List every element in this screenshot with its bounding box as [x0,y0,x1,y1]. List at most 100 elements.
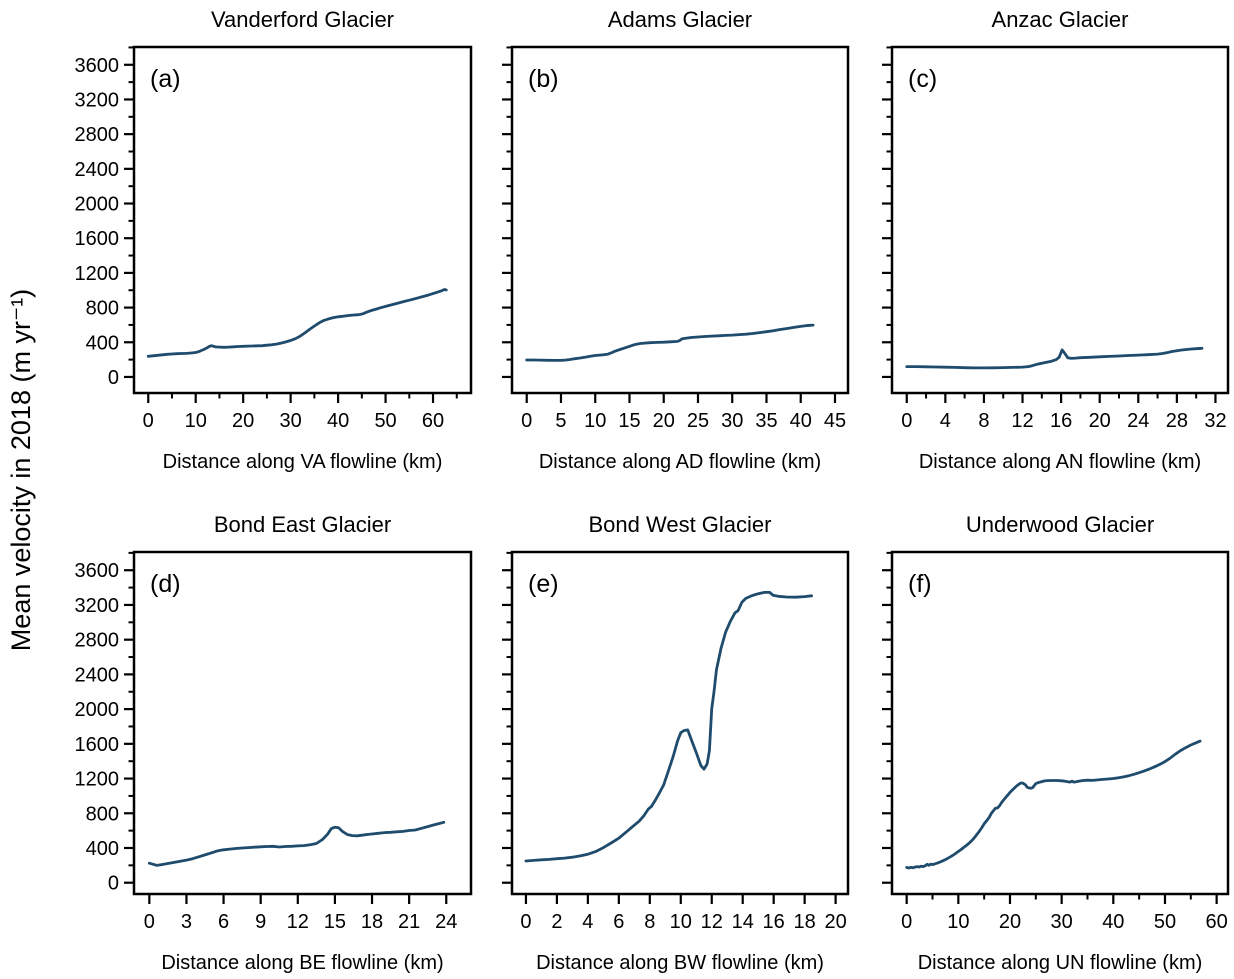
x-tick-label: 6 [613,911,624,933]
y-tick-label: 3600 [75,55,120,77]
velocity-line [146,288,448,358]
x-tick-label: 12 [701,911,723,933]
panel-title: Bond East Glacier [214,512,391,537]
x-tick-label: 15 [324,911,346,933]
velocity-line [905,739,1202,870]
y-tick-label: 2400 [75,159,120,181]
x-axis-label: Distance along UN flowline (km) [918,952,1203,974]
x-tick-label: 0 [520,911,531,933]
x-tick-label: 10 [947,911,969,933]
x-tick-label: 32 [1204,410,1226,432]
x-tick-label: 12 [1011,410,1033,432]
x-tick-label: 8 [978,410,989,432]
panel-corner-label: (b) [528,65,559,93]
x-tick-label: 0 [901,410,912,432]
y-tick-label: 2000 [75,194,120,216]
x-tick-label: 60 [1206,911,1228,933]
x-axis-label: Distance along BE flowline (km) [161,952,443,974]
x-tick-label: 10 [670,911,692,933]
y-tick-label: 3200 [75,595,120,617]
x-tick-label: 50 [1154,911,1176,933]
plot-box [890,45,1230,395]
x-tick-label: 5 [555,410,566,432]
panel-d: 0 3 6 9 12 15 18 21 24 0 400 800 1200 1600 2000 2400 280… [75,512,473,974]
panel-title: Adams Glacier [608,7,752,32]
y-tick-label: 1200 [75,769,120,791]
y-tick-label: 400 [86,838,119,860]
x-tick-label: 8 [644,911,655,933]
x-tick-label: 12 [287,911,309,933]
y-tick-label: 800 [86,803,119,825]
panel-corner-label: (f) [908,570,932,598]
plot-box [132,45,473,395]
y-tick-label: 800 [86,298,119,320]
x-axis-label: Distance along AN flowline (km) [919,451,1201,473]
x-tick-label: 14 [732,911,754,933]
velocity-line [525,323,815,362]
x-tick-label: 0 [901,911,912,933]
panel-b: 0 5 10 15 20 25 30 35 40 45 Adams Glacier (b) Distan… [502,7,850,473]
x-tick-label: 21 [398,911,420,933]
x-tick-label: 40 [1102,911,1124,933]
y-tick-label: 2000 [75,699,120,721]
x-tick-label: 30 [1051,911,1073,933]
x-tick-label: 9 [255,911,266,933]
x-tick-label: 40 [790,410,812,432]
panel-c: 0 4 8 12 16 20 24 28 32 Anzac Glacier (c) Distance … [882,7,1230,473]
x-tick-label: 20 [824,911,846,933]
x-axis-label: Distance along AD flowline (km) [539,451,821,473]
x-tick-label: 20 [232,410,254,432]
panel-title: Bond West Glacier [588,512,771,537]
x-tick-label: 24 [1127,410,1149,432]
y-tick-label: 1600 [75,228,120,250]
y-tick-label: 0 [108,873,119,895]
x-tick-label: 35 [755,410,777,432]
y-tick-label: 400 [86,332,119,354]
x-tick-label: 3 [181,911,192,933]
x-tick-label: 16 [763,911,785,933]
x-axis-label: Distance along BW flowline (km) [536,952,824,974]
velocity-line [524,591,813,863]
panel-a: 0 10 20 30 40 50 60 0 400 800 1200 1600 2000 2400 2800… [75,7,473,473]
x-tick-label: 30 [280,410,302,432]
x-axis-label: Distance along VA flowline (km) [163,451,443,473]
x-tick-label: 2 [551,911,562,933]
plot-box [890,550,1230,896]
velocity-line [147,820,446,867]
x-tick-label: 15 [618,410,640,432]
x-tick-label: 45 [824,410,846,432]
panel-corner-label: (d) [150,570,181,598]
y-tick-label: 0 [108,367,119,389]
velocity-line [905,346,1204,370]
y-tick-label: 2800 [75,630,120,652]
x-tick-label: 28 [1166,410,1188,432]
x-tick-label: 10 [185,410,207,432]
y-tick-label: 3600 [75,560,120,582]
x-tick-label: 25 [687,410,709,432]
x-tick-label: 60 [422,410,444,432]
x-tick-label: 20 [653,410,675,432]
panel-corner-label: (c) [908,65,937,93]
x-tick-label: 40 [327,410,349,432]
panel-corner-label: (e) [528,570,559,598]
plot-box [510,45,850,395]
x-tick-label: 20 [999,911,1021,933]
x-tick-label: 30 [721,410,743,432]
x-tick-label: 6 [218,911,229,933]
y-tick-label: 1200 [75,263,120,285]
x-tick-label: 18 [794,911,816,933]
x-tick-label: 10 [584,410,606,432]
x-tick-label: 0 [521,410,532,432]
y-tick-label: 2800 [75,124,120,146]
y-tick-label: 3200 [75,89,120,111]
panel-e: 0 2 4 6 8 10 12 14 16 18 20 Bond West Glacier (e) Dis… [502,512,850,974]
y-axis-label: Mean velocity in 2018 (m yr⁻¹) [6,289,36,651]
x-tick-label: 24 [435,911,457,933]
panel-f: 0 10 20 30 40 50 60 Underwood Glacier (f) Distanc… [882,512,1230,974]
x-tick-label: 16 [1050,410,1072,432]
plot-box [510,550,850,896]
x-tick-label: 0 [143,410,154,432]
x-tick-label: 0 [144,911,155,933]
x-tick-label: 4 [582,911,593,933]
